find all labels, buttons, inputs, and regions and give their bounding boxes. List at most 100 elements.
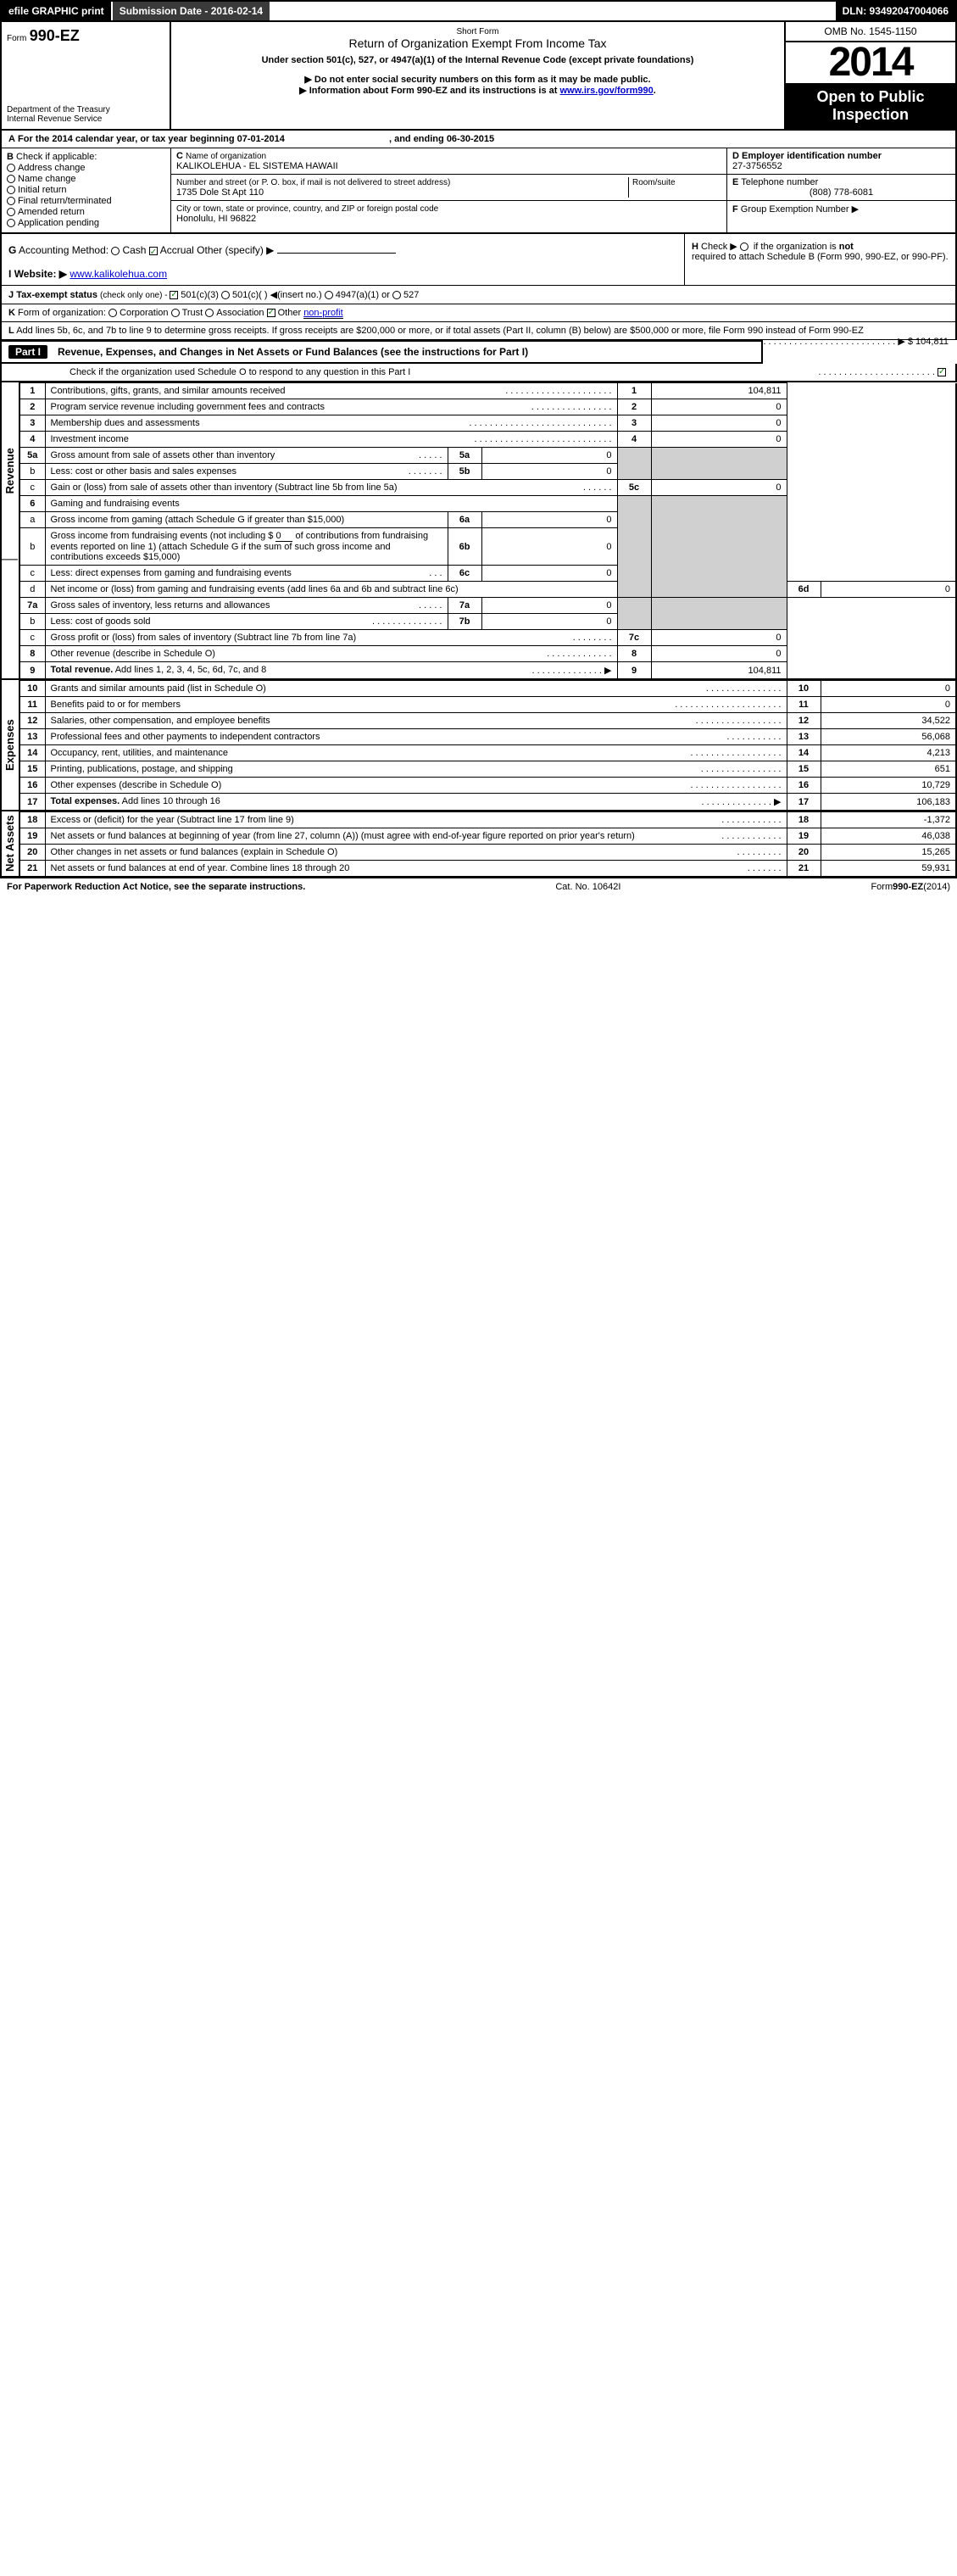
j-501c-checkbox[interactable]	[221, 291, 230, 299]
h-checkbox[interactable]	[740, 243, 748, 251]
j-hint: (check only one) -	[100, 291, 170, 300]
label-j: J	[8, 290, 14, 300]
irs-link[interactable]: www.irs.gov/form990	[560, 86, 654, 96]
c-city-label: City or town, state or province, country…	[176, 204, 438, 214]
part-i-suffix: (see the instructions for Part I)	[381, 346, 528, 358]
row-value: 651	[821, 761, 956, 778]
j-4947-checkbox[interactable]	[325, 291, 333, 299]
row-desc: Other changes in net assets or fund bala…	[51, 847, 338, 857]
k-other-value[interactable]: non-profit	[303, 308, 342, 319]
row-desc: Contributions, gifts, grants, and simila…	[51, 386, 286, 396]
org-address: 1735 Dole St Apt 110	[176, 187, 264, 198]
part-i-label: Part I	[8, 345, 47, 359]
expenses-table: 10Grants and similar amounts paid (list …	[19, 680, 957, 811]
j-o4: 527	[403, 290, 419, 300]
label-h: H	[692, 242, 698, 252]
d-row: D Employer identification number 27-3756…	[727, 148, 955, 175]
table-row: 10Grants and similar amounts paid (list …	[19, 681, 956, 697]
line-a-mid: , and ending	[389, 134, 447, 144]
row-value: 59,931	[821, 861, 956, 878]
j-label: Tax-exempt status	[16, 290, 97, 300]
final-return-checkbox[interactable]	[7, 197, 15, 205]
header-left: Form 990-EZ Department of the Treasury I…	[2, 22, 171, 129]
row-value: 0	[821, 697, 956, 713]
app-pending-checkbox[interactable]	[7, 219, 15, 227]
begin-date: 07-01-2014	[237, 134, 285, 144]
b-label: Check if applicable:	[16, 152, 97, 162]
row-value: 56,068	[821, 729, 956, 745]
row-desc2: Add lines 10 through 16	[120, 796, 220, 806]
expenses-side: Expenses	[0, 680, 19, 811]
table-row: 4Investment income. . . . . . . . . . . …	[19, 432, 956, 448]
row-desc: Less: direct expenses from gaming and fu…	[51, 568, 292, 578]
gh-block: G Accounting Method: Cash Accrual Other …	[0, 234, 957, 286]
gh-right: H Check ▶ if the organization is not req…	[684, 234, 955, 285]
row-value: 34,522	[821, 713, 956, 729]
c-addr-row: Number and street (or P. O. box, if mail…	[171, 175, 726, 201]
top-bar: efile GRAPHIC print Submission Date - 20…	[0, 0, 957, 20]
other-specify-input[interactable]	[277, 253, 396, 254]
open-to-public: Open to Public Inspection	[786, 83, 955, 129]
topbar-spacer	[271, 2, 835, 20]
k-other-checkbox[interactable]	[267, 309, 275, 317]
amended-return-checkbox[interactable]	[7, 208, 15, 216]
short-form-label: Short Form	[176, 27, 779, 36]
k-o3: Association	[216, 308, 264, 318]
row-value: 0	[651, 432, 787, 448]
footer-left: For Paperwork Reduction Act Notice, see …	[7, 882, 305, 892]
row-desc: Salaries, other compensation, and employ…	[51, 716, 270, 726]
line-j: J Tax-exempt status (check only one) - 5…	[0, 286, 957, 304]
part-i-checkbox[interactable]	[938, 368, 946, 376]
org-city: Honolulu, HI 96822	[176, 214, 256, 224]
j-501c3-checkbox[interactable]	[170, 291, 178, 299]
table-row: 1 Contributions, gifts, grants, and simil…	[19, 383, 956, 399]
section-text: Under section 501(c), 527, or 4947(a)(1)…	[176, 55, 779, 65]
row-desc: Gain or (loss) from sale of assets other…	[51, 482, 398, 493]
j-o1: 501(c)(3)	[181, 290, 219, 300]
submission-date-button[interactable]: Submission Date - 2016-02-14	[113, 2, 271, 20]
table-row: 17Total expenses. Add lines 10 through 1…	[19, 794, 956, 811]
table-row: 13Professional fees and other payments t…	[19, 729, 956, 745]
row-desc: Gross profit or (loss) from sales of inv…	[51, 633, 357, 643]
name-change-checkbox[interactable]	[7, 175, 15, 183]
form-title: Return of Organization Exempt From Incom…	[176, 36, 779, 50]
cash-checkbox[interactable]	[111, 247, 120, 255]
line-col: 1	[617, 383, 651, 399]
dln-label: DLN: 93492047004066	[836, 2, 955, 20]
g-cash: Cash	[122, 244, 146, 256]
row-desc: Less: cost of goods sold	[51, 616, 151, 627]
netassets-table: 18Excess or (deficit) for the year (Subt…	[19, 811, 957, 878]
website-link[interactable]: www.kalikolehua.com	[70, 268, 167, 280]
label-i: I	[8, 268, 11, 280]
row-desc: Printing, publications, postage, and shi…	[51, 764, 233, 774]
k-trust-checkbox[interactable]	[171, 309, 180, 317]
mini-value: 0	[481, 598, 617, 614]
accrual-checkbox[interactable]	[149, 247, 158, 255]
row-value: -1,372	[821, 812, 956, 828]
j-527-checkbox[interactable]	[392, 291, 401, 299]
row-desc: Grants and similar amounts paid (list in…	[51, 683, 266, 694]
room-label: Room/suite	[632, 178, 676, 187]
efile-print-button[interactable]: efile GRAPHIC print	[2, 2, 113, 20]
label-a: A	[8, 134, 15, 144]
row-desc: Benefits paid to or for members	[51, 700, 181, 710]
revenue-side-label: Revenue	[2, 382, 18, 560]
table-row: 14Occupancy, rent, utilities, and mainte…	[19, 745, 956, 761]
k-corp-checkbox[interactable]	[108, 309, 117, 317]
k-assoc-checkbox[interactable]	[205, 309, 214, 317]
opt-addr-change: Address change	[18, 163, 86, 173]
table-row: cGain or (loss) from sale of assets othe…	[19, 480, 956, 496]
initial-return-checkbox[interactable]	[7, 186, 15, 194]
addr-change-checkbox[interactable]	[7, 164, 15, 172]
expenses-side-label: Expenses	[2, 680, 18, 810]
row-desc: Other revenue (describe in Schedule O)	[51, 649, 215, 659]
k-o2: Trust	[182, 308, 203, 318]
row-desc: Less: cost or other basis and sales expe…	[51, 466, 237, 477]
row-desc2: Add lines 1, 2, 3, 4, 5c, 6d, 7c, and 8	[113, 665, 266, 675]
row-desc: Occupancy, rent, utilities, and maintena…	[51, 748, 229, 758]
row-desc: Total revenue.	[51, 665, 114, 675]
table-row: bLess: cost of goods sold. . . . . . . .…	[19, 614, 956, 630]
l-text: Add lines 5b, 6c, and 7b to line 9 to de…	[16, 326, 864, 336]
table-row: dNet income or (loss) from gaming and fu…	[19, 582, 956, 598]
f-label: Group Exemption Number	[741, 204, 849, 215]
